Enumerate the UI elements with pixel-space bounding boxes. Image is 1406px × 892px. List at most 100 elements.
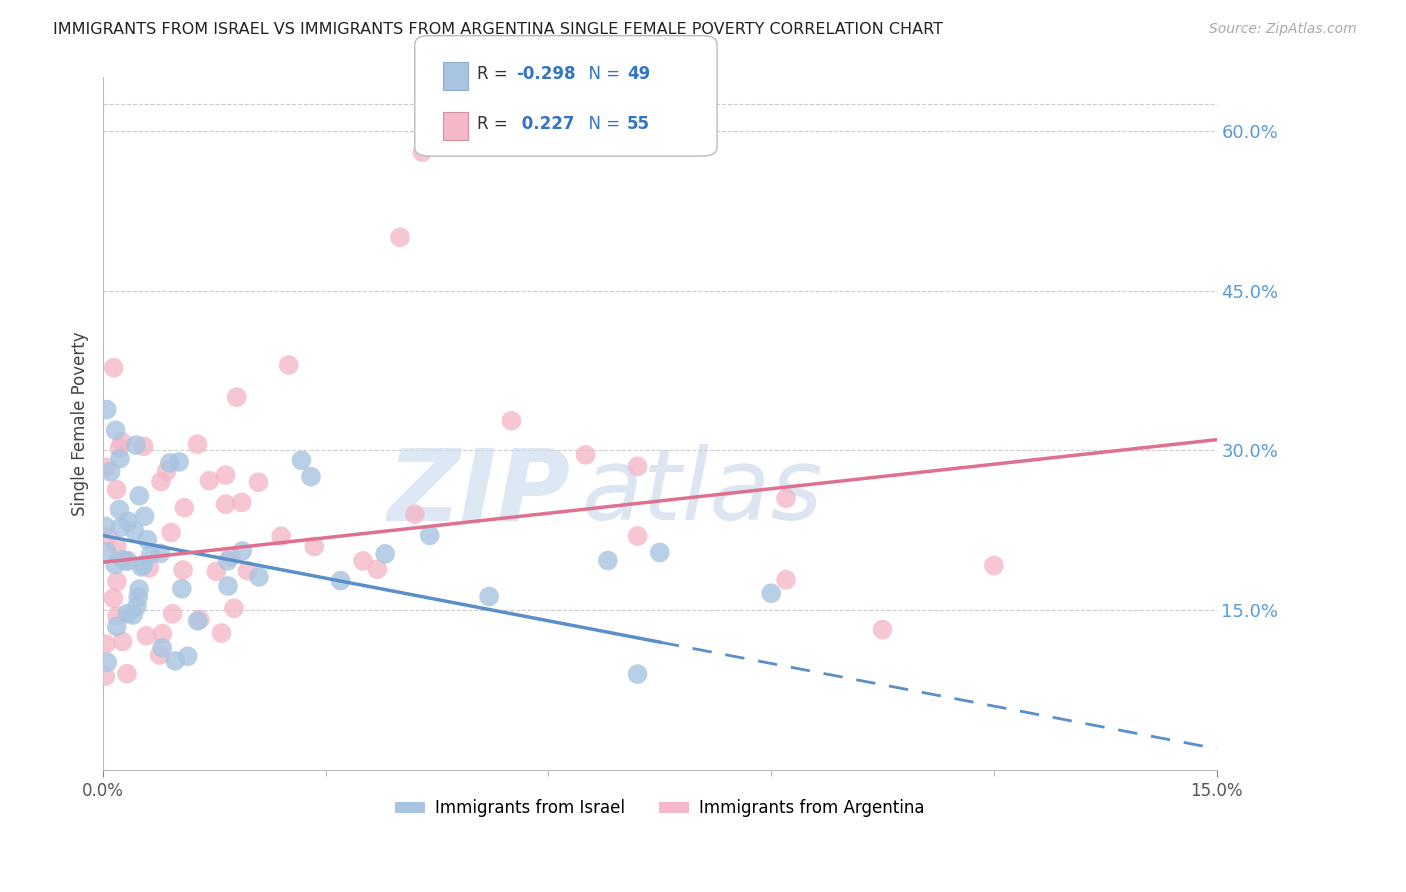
Text: 0.227: 0.227 <box>516 115 575 133</box>
Point <box>108 502 131 516</box>
Point <box>104 558 127 572</box>
Point <box>96 656 118 670</box>
Point <box>983 558 1005 573</box>
Point <box>122 607 145 622</box>
Point <box>167 455 190 469</box>
Text: Source: ZipAtlas.com: Source: ZipAtlas.com <box>1209 22 1357 37</box>
Point <box>105 574 128 589</box>
Point <box>302 540 325 554</box>
Point <box>247 475 270 490</box>
Text: R =: R = <box>477 65 513 83</box>
Point <box>134 509 156 524</box>
Point <box>478 590 501 604</box>
Point <box>100 465 122 479</box>
Point <box>103 360 125 375</box>
Point <box>124 524 146 538</box>
Point <box>217 579 239 593</box>
Point <box>94 519 117 533</box>
Point <box>626 667 648 681</box>
Point <box>159 456 181 470</box>
Point <box>150 475 173 489</box>
Point <box>270 529 292 543</box>
Point <box>111 553 134 567</box>
Point <box>115 666 138 681</box>
Point <box>872 623 894 637</box>
Point <box>135 629 157 643</box>
Point <box>231 544 253 558</box>
Point <box>96 545 118 559</box>
Point <box>501 414 523 428</box>
Text: IMMIGRANTS FROM ISRAEL VS IMMIGRANTS FROM ARGENTINA SINGLE FEMALE POVERTY CORREL: IMMIGRANTS FROM ISRAEL VS IMMIGRANTS FRO… <box>53 22 943 37</box>
Text: atlas: atlas <box>582 444 824 541</box>
Text: 55: 55 <box>627 115 650 133</box>
Text: -0.298: -0.298 <box>516 65 575 83</box>
Text: N =: N = <box>578 65 626 83</box>
Point <box>115 554 138 568</box>
Point <box>352 554 374 568</box>
Text: N =: N = <box>578 115 626 133</box>
Point <box>94 669 117 683</box>
Point <box>596 553 619 567</box>
Text: ZIP: ZIP <box>388 444 571 541</box>
Point <box>177 649 200 664</box>
Point <box>117 553 139 567</box>
Point <box>299 469 322 483</box>
Legend: Immigrants from Israel, Immigrants from Argentina: Immigrants from Israel, Immigrants from … <box>388 793 931 824</box>
Point <box>775 491 797 506</box>
Point <box>186 437 208 451</box>
Point <box>217 554 239 568</box>
Point <box>759 586 782 600</box>
Point <box>132 439 155 453</box>
Point <box>111 434 134 449</box>
Point <box>110 520 132 534</box>
Point <box>329 574 352 588</box>
Point <box>277 358 299 372</box>
Point <box>290 453 312 467</box>
Point <box>214 468 236 483</box>
Point <box>105 619 128 633</box>
Point <box>173 500 195 515</box>
Point <box>775 573 797 587</box>
Point <box>117 514 139 528</box>
Point <box>231 495 253 509</box>
Point <box>108 451 131 466</box>
Point <box>108 441 131 455</box>
Point <box>149 648 172 662</box>
Point <box>419 528 441 542</box>
Point <box>225 390 247 404</box>
Point <box>219 549 242 564</box>
Point <box>96 402 118 417</box>
Point <box>222 601 245 615</box>
Point <box>132 558 155 572</box>
Point <box>198 474 221 488</box>
Point <box>94 460 117 475</box>
Point <box>160 525 183 540</box>
Point <box>150 640 173 655</box>
Point <box>94 637 117 651</box>
Point <box>648 545 671 559</box>
Point <box>125 438 148 452</box>
Point <box>131 560 153 574</box>
Point <box>128 582 150 597</box>
Point <box>105 608 128 623</box>
Point <box>236 564 259 578</box>
Point <box>150 626 173 640</box>
Point <box>172 563 194 577</box>
Point <box>165 654 187 668</box>
Point <box>188 612 211 626</box>
Point <box>139 547 162 561</box>
Point <box>366 562 388 576</box>
Point <box>136 533 159 547</box>
Text: R =: R = <box>477 115 513 133</box>
Point <box>214 497 236 511</box>
Point <box>404 507 426 521</box>
Point <box>162 607 184 621</box>
Text: 49: 49 <box>627 65 651 83</box>
Point <box>374 547 396 561</box>
Point <box>389 230 412 244</box>
Point <box>103 591 125 606</box>
Point <box>149 546 172 560</box>
Point <box>111 634 134 648</box>
Point <box>125 599 148 614</box>
Point <box>138 561 160 575</box>
